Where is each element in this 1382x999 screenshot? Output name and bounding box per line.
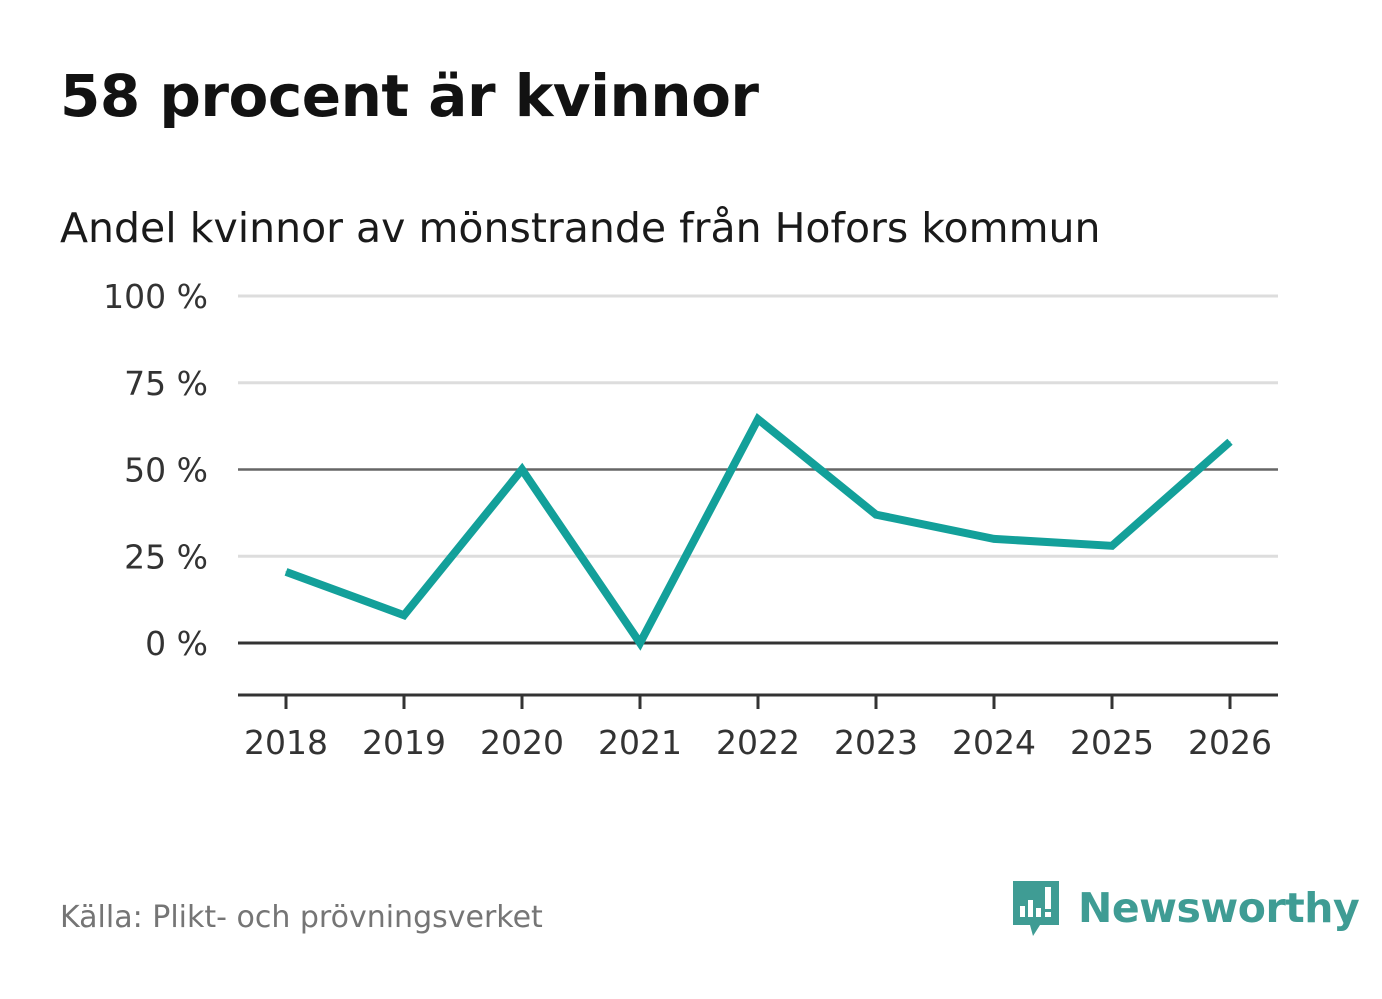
data-point-2020	[521, 469, 523, 470]
y-tick-label: 0 %	[145, 624, 208, 663]
y-tick-label: 50 %	[124, 451, 208, 490]
newsworthy-logo-icon	[1013, 881, 1059, 936]
chart-subtitle: Andel kvinnor av mönstrande från Hofors …	[60, 204, 1101, 252]
x-tick-label: 2022	[716, 723, 800, 762]
data-point-2025	[1111, 545, 1113, 547]
data-point-2022	[757, 418, 759, 420]
x-tick-label: 2025	[1070, 723, 1154, 762]
data-point-2023	[875, 514, 877, 516]
data-point-2019	[403, 614, 405, 616]
chart-title: 58 procent är kvinnor	[60, 62, 759, 130]
data-point-2021	[639, 642, 641, 644]
source-note: Källa: Plikt- och prövningsverket	[60, 900, 543, 935]
data-point-2018	[285, 571, 287, 573]
x-tick-label: 2018	[244, 723, 328, 762]
x-tick-label: 2021	[598, 723, 682, 762]
x-tick-label: 2024	[952, 723, 1036, 762]
brand: Newsworthy	[1010, 878, 1360, 938]
y-tick-label: 75 %	[124, 364, 208, 403]
grid-lines	[238, 294, 1278, 645]
y-axis-ticks: 0 % 25 % 50 % 75 % 100 %	[103, 277, 208, 663]
brand-name: Newsworthy	[1078, 884, 1360, 932]
x-tick-label: 2020	[480, 723, 564, 762]
x-tick-label: 2019	[362, 723, 446, 762]
data-point-2024	[993, 538, 995, 540]
data-point-2026	[1229, 441, 1231, 443]
series-layer	[284, 413, 1233, 651]
x-tick-label: 2026	[1188, 723, 1272, 762]
y-tick-label: 25 %	[124, 537, 208, 576]
x-tick-label: 2023	[834, 723, 918, 762]
series-line	[284, 413, 1233, 651]
x-axis-ticks: 2018 2019 2020 2021 2022 2023 2024 2025 2026	[244, 695, 1272, 762]
y-tick-label: 100 %	[103, 277, 208, 316]
